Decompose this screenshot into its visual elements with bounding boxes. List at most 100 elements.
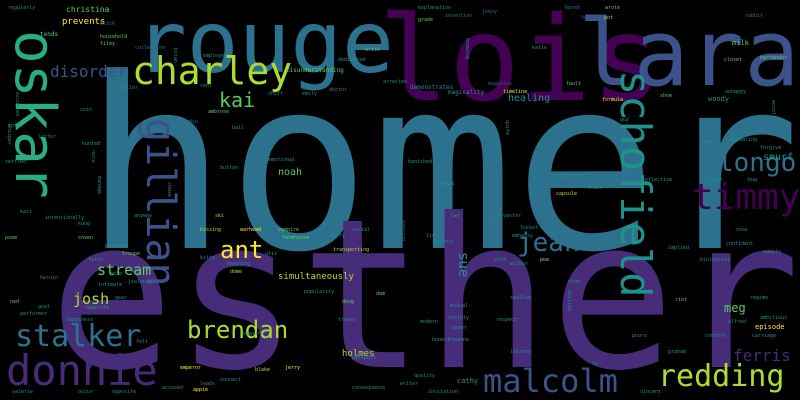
cloud-word: bubble [582, 15, 601, 21]
cloud-word: employed [203, 53, 228, 59]
cloud-word: jealousy [128, 279, 153, 285]
cloud-word: confident [726, 241, 754, 247]
cloud-word: quite [504, 120, 510, 136]
cloud-word: valerie [12, 389, 34, 395]
cloud-word: performer [20, 311, 48, 317]
cloud-word: swallow [510, 295, 532, 301]
cloud-word: rent [200, 83, 213, 89]
cloud-word: occur [78, 389, 94, 395]
cloud-word: invitation [428, 389, 459, 395]
cloud-word: capsule [556, 191, 578, 197]
cloud-word: chase [166, 182, 172, 198]
cloud-word: modern [420, 319, 439, 325]
cloud-word: biological [700, 257, 731, 263]
cloud-word: fell [136, 339, 149, 345]
cloud-word: drake [588, 185, 604, 191]
cloud-word: oskar [2, 30, 67, 199]
cloud-word: redding [658, 359, 785, 394]
cloud-word: carriage [752, 333, 777, 339]
cloud-word: timeline [503, 89, 528, 95]
cloud-word: zone [568, 279, 581, 285]
cloud-word: milk [732, 39, 749, 47]
cloud-word: trench [338, 317, 357, 323]
cloud-word: nora [90, 150, 96, 163]
cloud-word: troupe [122, 251, 141, 257]
cloud-word: wilbur [510, 261, 529, 267]
cloud-word: vincent [640, 389, 662, 395]
cloud-word: ambrose [208, 109, 230, 115]
cloud-word: library [510, 349, 532, 355]
cloud-word: popularity [304, 289, 335, 295]
cloud-word: explanation [418, 5, 452, 11]
cloud-word: respect [496, 317, 518, 323]
cloud-word: closet [724, 57, 743, 63]
cloud-word: katie [532, 45, 548, 51]
cloud-word: sylvester [494, 213, 522, 219]
cloud-word: rouge [135, 0, 394, 93]
cloud-word: reflective [642, 177, 673, 183]
cloud-word: sue [455, 252, 471, 278]
cloud-word: kitty [200, 255, 216, 261]
cloud-word: vampire [278, 227, 300, 233]
cloud-word: ski [215, 213, 225, 219]
cloud-word: farmhouse [282, 235, 310, 241]
cloud-word: sailor [120, 85, 139, 91]
cloud-word: mutual [450, 303, 469, 309]
cloud-word: episode [755, 323, 785, 331]
cloud-word: alfred [728, 319, 747, 325]
cloud-word: panic [440, 181, 456, 187]
cloud-word: ant [220, 236, 264, 264]
cloud-word: graham [668, 349, 687, 355]
cloud-word: gear [115, 295, 128, 301]
cloud-word: shift [268, 91, 284, 97]
cloud-word: perry [330, 233, 346, 239]
cloud-word: brick [100, 21, 116, 27]
cloud-word: heroin [40, 275, 59, 281]
cloud-word: christina [66, 5, 110, 14]
cloud-word: malcolm [483, 362, 618, 400]
cloud-word: filey [100, 41, 116, 47]
cloud-word: appearing [730, 137, 758, 143]
cloud-word: intimate [98, 282, 123, 288]
cloud-word: template [85, 305, 110, 311]
cloud-word: pours [632, 333, 648, 339]
cloud-word: homer [84, 28, 800, 305]
cloud-word: honest [432, 337, 451, 343]
cloud-word: total [8, 123, 24, 129]
cloud-word: noah [278, 167, 303, 178]
cloud-word: unhappy [725, 89, 747, 95]
cloud-word: jealous [432, 239, 454, 245]
cloud-word: jean [517, 228, 580, 258]
cloud-word: awaits [763, 249, 782, 255]
cloud-word: regime [750, 295, 769, 301]
cloud-word: warhead [240, 227, 262, 233]
cloud-word: demonstrates [410, 84, 454, 91]
cloud-word: invention [445, 13, 473, 19]
cloud-word: letter [38, 134, 57, 140]
cloud-word: intentionally [45, 215, 85, 221]
cloud-word: kari [20, 209, 33, 215]
cloud-word: banished [408, 159, 433, 165]
cloud-word: quality [414, 373, 436, 379]
cloud-word: poem [5, 235, 18, 241]
cloud-word: prevents [62, 17, 106, 27]
cloud-word: magicality [448, 89, 485, 96]
cloud-word: disorder [50, 62, 128, 81]
cloud-word: hunted [82, 141, 101, 147]
cloud-word: pole [110, 271, 123, 277]
cloud-word: dedicated [338, 57, 366, 63]
cloud-word: roxanne [448, 337, 470, 343]
cloud-word: passport [352, 355, 377, 361]
cloud-word: brian [172, 48, 178, 64]
cloud-word: knowing [464, 38, 470, 60]
cloud-word: button [220, 165, 239, 171]
cloud-word: happiness [66, 317, 94, 323]
cloud-word: lara [578, 0, 800, 107]
cloud-word: kai [219, 88, 256, 112]
cloud-word: emotional [268, 157, 296, 163]
cloud-word: kung [78, 221, 91, 227]
cloud-word: simultaneously [278, 272, 354, 282]
cloud-word: support [242, 331, 264, 337]
cloud-word: locket [520, 225, 539, 231]
cloud-word: calm [494, 257, 507, 263]
